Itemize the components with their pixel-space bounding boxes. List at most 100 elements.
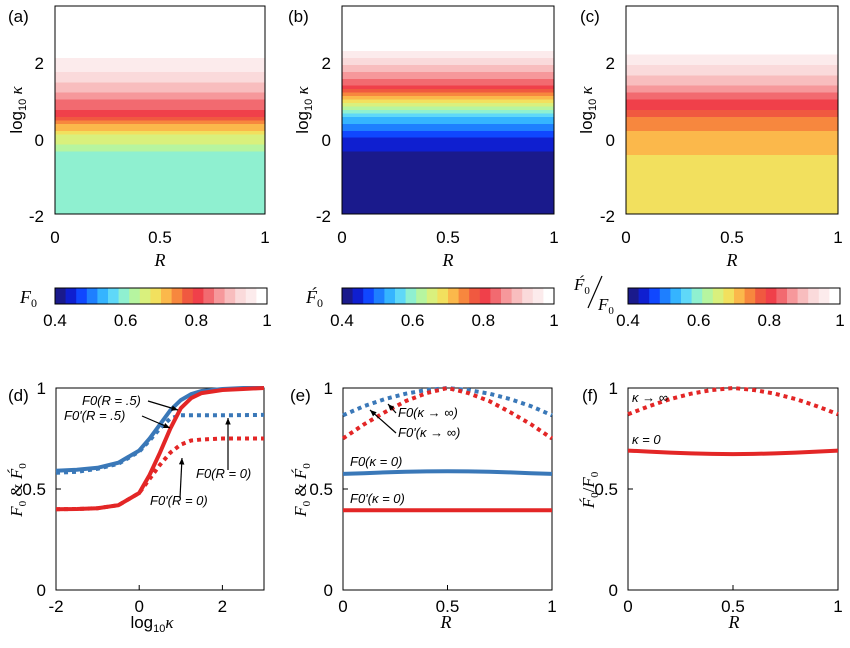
x-tick-label: -2: [48, 597, 63, 616]
colorbar-cell: [458, 288, 470, 304]
colorbar-cell: [203, 288, 215, 304]
colorbar-cell: [469, 288, 481, 304]
colorbar-tick: 0.6: [401, 311, 425, 330]
ylabel-a: log10 κ: [7, 85, 29, 133]
x-tick-label: 0.5: [436, 597, 460, 616]
y-tick-label: 1: [37, 379, 46, 398]
colorbar-cell: [829, 288, 841, 304]
series-line-3: [55, 436, 264, 512]
colorbar-cell: [139, 288, 151, 304]
series-annotation: F0'(κ = 0): [350, 491, 405, 506]
y-tick-label: 0.5: [22, 480, 46, 499]
colorbar-cell: [352, 288, 364, 304]
tick-b-x-1: 1: [549, 228, 558, 247]
x-tick-label: 1: [833, 597, 842, 616]
colorbar-cell: [670, 288, 682, 304]
line-panel-e: (e) R F0 & F́0 0 0.5 1 0 0.5 1 F0(κ → ∞) F0'(κ …: [290, 379, 557, 632]
colorbar-cell: [214, 288, 226, 304]
heatmap-core-1: [405, 6, 491, 45]
series-annotation: F0(R = 0): [196, 466, 251, 481]
colorbar-cell: [501, 288, 513, 304]
tick-a-x-0: 0: [50, 228, 59, 247]
colorbar-tick: 0.4: [330, 311, 354, 330]
colorbar-cell: [363, 288, 375, 304]
series-annotation: F0(κ → ∞): [398, 405, 458, 420]
colorbar-tick: 0.6: [687, 311, 711, 330]
y-tick-label: 0.5: [594, 480, 618, 499]
colorbar-tick: 0.4: [43, 311, 67, 330]
panel-label-d: (d): [8, 386, 29, 405]
tick-a-y-2: 2: [35, 54, 44, 73]
colorbar-1: 0.4 0.6 0.8 1: [43, 287, 272, 330]
colorbar-cell: [723, 288, 735, 304]
colorbar-tick: 0.6: [114, 311, 138, 330]
colorbar-tick: 1: [549, 311, 558, 330]
colorbar-cell: [55, 288, 67, 304]
series-annotation: κ = 0: [632, 432, 661, 447]
colorbar-cell: [628, 288, 640, 304]
colorbar-frame: [54, 287, 268, 305]
xlabel-f: R: [728, 612, 740, 632]
panel-label-b: (b): [288, 7, 309, 26]
x-tick-label: 0: [338, 597, 347, 616]
colorbar-cell: [744, 288, 756, 304]
y-tick-label: 0.5: [309, 480, 333, 499]
colorbar-cell: [342, 288, 354, 304]
tick-b-x-05: 0.5: [436, 228, 460, 247]
colorbar-label-ratio: F́0 F0: [573, 275, 614, 317]
panel-label-c: (c): [580, 7, 600, 26]
colorbar-tick: 0.8: [472, 311, 496, 330]
plot-area: [627, 387, 839, 591]
colorbar-cell: [734, 288, 746, 304]
colorbar-frame: [627, 287, 841, 305]
x-tick-label: 0: [134, 597, 143, 616]
colorbar-cell: [426, 288, 438, 304]
colorbar-cell: [256, 288, 268, 304]
colorbar-cell: [808, 288, 820, 304]
colorbar-cell: [182, 288, 194, 304]
colorbars: F0 0.4 0.6 0.8 1 F́0 0.4 0.6 0.8 1 F́0 F0 0.4 0…: [19, 275, 845, 330]
tick-a-y-0: 0: [35, 131, 44, 150]
tick-c-x-0: 0: [621, 228, 630, 247]
series-annotation: F0'(R = .5): [64, 408, 125, 423]
colorbar-label-F0: F0: [19, 287, 37, 310]
colorbar-cell: [479, 288, 491, 304]
series-line-2: [342, 469, 553, 476]
colorbar-cell: [416, 288, 428, 304]
colorbar-cell: [150, 288, 162, 304]
panel-label-a: (a): [8, 7, 29, 26]
series-line-0: [342, 385, 553, 418]
xlabel-b: R: [442, 250, 454, 270]
xlabel-a: R: [154, 250, 166, 270]
tick-a-x-1: 1: [260, 228, 269, 247]
annotation-arrowhead: [163, 422, 170, 428]
tick-c-x-1: 1: [833, 228, 842, 247]
ylabel-c: log10 κ: [577, 85, 599, 133]
colorbar-cell: [65, 288, 77, 304]
y-tick-label: 0: [609, 581, 618, 600]
xlabel-c: R: [726, 250, 738, 270]
y-tick-label: 1: [324, 379, 333, 398]
colorbar-cell: [511, 288, 523, 304]
colorbar-cell: [395, 288, 407, 304]
tick-c-y-2: 2: [606, 54, 615, 73]
colorbar-tick: 1: [835, 311, 844, 330]
plot-area: [342, 387, 553, 591]
y-tick-label: 0: [324, 581, 333, 600]
series-line-2: [55, 386, 265, 512]
colorbar-cell: [129, 288, 141, 304]
colorbar-2: 0.4 0.6 0.8 1: [330, 287, 559, 330]
colorbar-cell: [86, 288, 98, 304]
colorbar-cell: [192, 288, 204, 304]
tick-b-y-2: 2: [322, 54, 331, 73]
colorbar-frame: [341, 287, 555, 305]
line-panel-d: (d) log10κ F0 & F́0 00.51-2 0 2F0(R = .5)F…: [7, 379, 265, 635]
colorbar-cell: [818, 288, 830, 304]
colorbar-cell: [659, 288, 671, 304]
heatmap-core-0: [118, 6, 202, 45]
colorbar-cell: [97, 288, 109, 304]
colorbar-cell: [118, 288, 130, 304]
annotation-arrowhead: [370, 410, 377, 417]
colorbar-cell: [245, 288, 257, 304]
colorbar-cell: [224, 288, 236, 304]
